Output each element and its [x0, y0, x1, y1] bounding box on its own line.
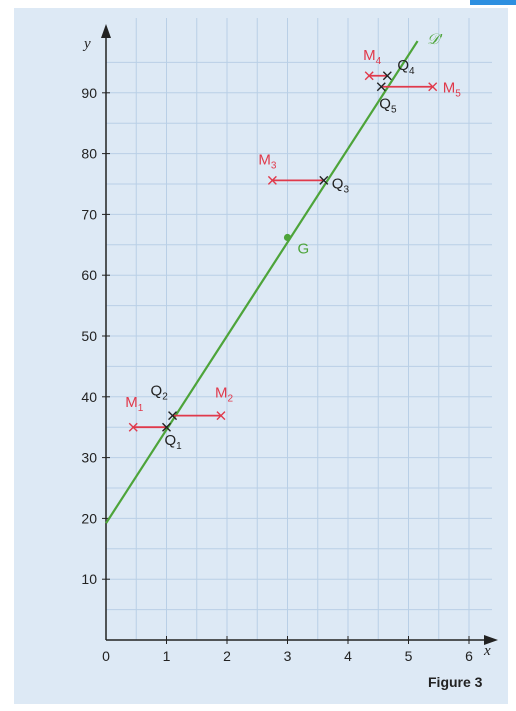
y-tick-label: 70 [81, 206, 97, 222]
projection-label-Q4: Q4 [397, 57, 415, 77]
y-tick-label: 10 [81, 571, 97, 587]
x-axis-arrow-icon [484, 635, 498, 645]
projection-label-Q1: Q1 [165, 432, 183, 452]
y-tick-label: 80 [81, 146, 97, 162]
x-tick-label: 2 [223, 648, 231, 664]
y-tick-label: 30 [81, 450, 97, 466]
y-tick-label: 90 [81, 85, 97, 101]
y-tick-label: 40 [81, 389, 97, 405]
projection-point-Q3 [319, 175, 329, 185]
x-tick-label: 3 [284, 648, 292, 664]
data-point-label-M2: M2 [215, 385, 234, 405]
data-point-label-M5: M5 [443, 80, 462, 100]
grid [106, 18, 492, 640]
y-tick-label: 60 [81, 267, 97, 283]
projection-point-Q2 [168, 411, 178, 421]
data-point-M2 [216, 411, 226, 421]
data-point-M3 [267, 175, 277, 185]
data-point-label-M4: M4 [363, 47, 382, 67]
projection-label-Q3: Q3 [332, 175, 350, 195]
mean-point-label: G [298, 241, 310, 258]
top-accent-strip [470, 0, 516, 5]
x-tick-label: 4 [344, 648, 352, 664]
x-tick-label: 6 [465, 648, 473, 664]
data-point-label-M1: M1 [125, 394, 144, 414]
projection-point-Q1 [162, 422, 171, 432]
regression-line [105, 40, 419, 524]
y-axis-arrow-icon [101, 24, 111, 38]
x-tick-label: 1 [163, 648, 171, 664]
data-point-M5 [428, 82, 438, 92]
regression-line-label: 𝒟' [427, 31, 443, 48]
projection-point-Q4 [382, 71, 392, 81]
projection-label-Q5: Q5 [379, 96, 397, 116]
y-tick-label: 50 [81, 328, 97, 344]
y-axis-label: y [82, 36, 91, 52]
projection-label-Q2: Q2 [151, 383, 169, 403]
figure-caption: Figure 3 [428, 674, 483, 690]
x-axis-label: x [483, 643, 491, 659]
data-point-M4 [364, 71, 374, 81]
projection-point-Q5 [376, 82, 386, 92]
x-tick-label: 5 [405, 648, 413, 664]
x-tick-label: 0 [102, 648, 110, 664]
data-point-M1 [128, 422, 138, 432]
plot-panel [14, 8, 508, 704]
data-point-label-M3: M3 [258, 151, 277, 171]
y-tick-label: 20 [81, 510, 97, 526]
mean-point-G [283, 233, 292, 242]
